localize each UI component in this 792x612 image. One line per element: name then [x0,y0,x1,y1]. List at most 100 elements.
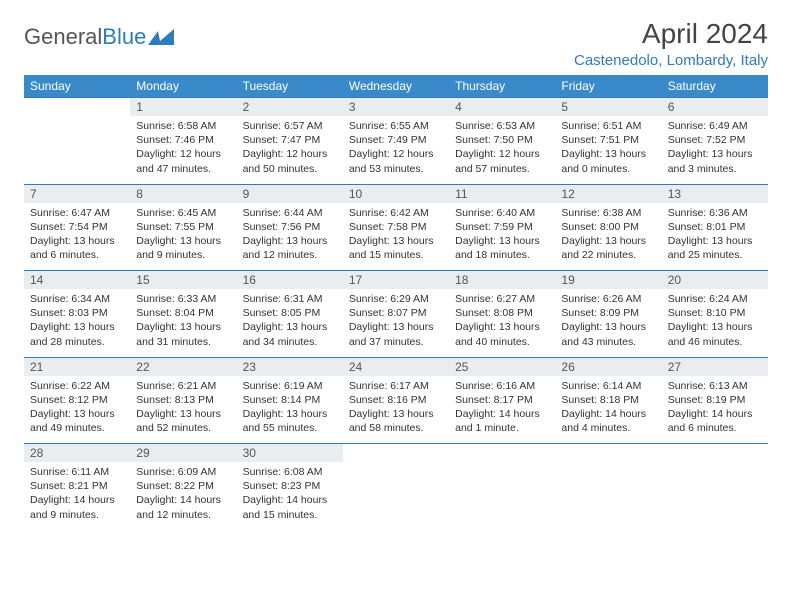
day-info-cell: Sunrise: 6:21 AMSunset: 8:13 PMDaylight:… [130,376,236,444]
day-info-cell [449,462,555,530]
sunset-line: Sunset: 8:12 PM [30,393,124,407]
day-info-cell [24,116,130,184]
day-info-cell: Sunrise: 6:44 AMSunset: 7:56 PMDaylight:… [237,203,343,271]
day-info-cell: Sunrise: 6:36 AMSunset: 8:01 PMDaylight:… [662,203,768,271]
daylight-line: Daylight: 13 hours and 18 minutes. [455,234,549,262]
calendar-table: Sunday Monday Tuesday Wednesday Thursday… [24,75,768,530]
sunrise-line: Sunrise: 6:21 AM [136,379,230,393]
sunset-line: Sunset: 8:09 PM [561,306,655,320]
sunrise-line: Sunrise: 6:31 AM [243,292,337,306]
day-info-cell: Sunrise: 6:14 AMSunset: 8:18 PMDaylight:… [555,376,661,444]
daylight-line: Daylight: 14 hours and 15 minutes. [243,493,337,521]
day-number-row: 21222324252627 [24,357,768,376]
daylight-line: Daylight: 13 hours and 31 minutes. [136,320,230,348]
day-number-cell: 17 [343,271,449,290]
sunset-line: Sunset: 7:54 PM [30,220,124,234]
sunset-line: Sunset: 8:19 PM [668,393,762,407]
sunset-line: Sunset: 8:23 PM [243,479,337,493]
day-number-cell: 1 [130,98,236,117]
day-info-cell [662,462,768,530]
day-info-row: Sunrise: 6:34 AMSunset: 8:03 PMDaylight:… [24,289,768,357]
daylight-line: Daylight: 14 hours and 9 minutes. [30,493,124,521]
day-number-cell: 7 [24,184,130,203]
sunset-line: Sunset: 7:58 PM [349,220,443,234]
sunset-line: Sunset: 8:03 PM [30,306,124,320]
sunrise-line: Sunrise: 6:42 AM [349,206,443,220]
daylight-line: Daylight: 13 hours and 12 minutes. [243,234,337,262]
header: GeneralBlue April 2024 Castenedolo, Lomb… [24,18,768,69]
day-number-cell [24,98,130,117]
sunset-line: Sunset: 8:10 PM [668,306,762,320]
day-number-cell: 20 [662,271,768,290]
daylight-line: Daylight: 13 hours and 58 minutes. [349,407,443,435]
weekday-header: Tuesday [237,75,343,98]
title-block: April 2024 Castenedolo, Lombardy, Italy [574,18,768,69]
logo-text-general: General [24,24,102,50]
day-info-cell: Sunrise: 6:45 AMSunset: 7:55 PMDaylight:… [130,203,236,271]
day-number-cell: 2 [237,98,343,117]
daylight-line: Daylight: 13 hours and 52 minutes. [136,407,230,435]
daylight-line: Daylight: 13 hours and 3 minutes. [668,147,762,175]
day-info-row: Sunrise: 6:11 AMSunset: 8:21 PMDaylight:… [24,462,768,530]
day-number-cell: 4 [449,98,555,117]
day-number-cell: 14 [24,271,130,290]
day-number-cell [555,444,661,463]
sunrise-line: Sunrise: 6:47 AM [30,206,124,220]
daylight-line: Daylight: 13 hours and 34 minutes. [243,320,337,348]
day-number-cell: 30 [237,444,343,463]
sunset-line: Sunset: 8:22 PM [136,479,230,493]
sunrise-line: Sunrise: 6:55 AM [349,119,443,133]
sunrise-line: Sunrise: 6:44 AM [243,206,337,220]
sunset-line: Sunset: 8:08 PM [455,306,549,320]
day-number-cell [449,444,555,463]
day-number-row: 123456 [24,98,768,117]
sunrise-line: Sunrise: 6:57 AM [243,119,337,133]
daylight-line: Daylight: 13 hours and 0 minutes. [561,147,655,175]
daylight-line: Daylight: 13 hours and 9 minutes. [136,234,230,262]
weekday-header-row: Sunday Monday Tuesday Wednesday Thursday… [24,75,768,98]
daylight-line: Daylight: 13 hours and 49 minutes. [30,407,124,435]
logo-text-blue: Blue [102,24,146,50]
weekday-header: Friday [555,75,661,98]
sunset-line: Sunset: 7:47 PM [243,133,337,147]
day-info-cell [555,462,661,530]
daylight-line: Daylight: 12 hours and 50 minutes. [243,147,337,175]
day-info-cell: Sunrise: 6:27 AMSunset: 8:08 PMDaylight:… [449,289,555,357]
sunset-line: Sunset: 7:59 PM [455,220,549,234]
sunrise-line: Sunrise: 6:38 AM [561,206,655,220]
day-info-cell: Sunrise: 6:58 AMSunset: 7:46 PMDaylight:… [130,116,236,184]
sunrise-line: Sunrise: 6:19 AM [243,379,337,393]
weekday-header: Thursday [449,75,555,98]
day-number-cell: 11 [449,184,555,203]
day-number-cell: 28 [24,444,130,463]
day-number-cell: 9 [237,184,343,203]
day-info-cell: Sunrise: 6:19 AMSunset: 8:14 PMDaylight:… [237,376,343,444]
day-info-cell: Sunrise: 6:40 AMSunset: 7:59 PMDaylight:… [449,203,555,271]
day-number-cell: 24 [343,357,449,376]
location-text: Castenedolo, Lombardy, Italy [574,52,768,69]
day-info-cell: Sunrise: 6:51 AMSunset: 7:51 PMDaylight:… [555,116,661,184]
sunset-line: Sunset: 8:21 PM [30,479,124,493]
day-info-cell: Sunrise: 6:16 AMSunset: 8:17 PMDaylight:… [449,376,555,444]
day-number-row: 282930 [24,444,768,463]
sunrise-line: Sunrise: 6:27 AM [455,292,549,306]
daylight-line: Daylight: 13 hours and 25 minutes. [668,234,762,262]
sunrise-line: Sunrise: 6:08 AM [243,465,337,479]
sunset-line: Sunset: 7:50 PM [455,133,549,147]
daylight-line: Daylight: 12 hours and 57 minutes. [455,147,549,175]
day-number-cell: 15 [130,271,236,290]
weekday-header: Wednesday [343,75,449,98]
daylight-line: Daylight: 12 hours and 53 minutes. [349,147,443,175]
day-number-cell: 21 [24,357,130,376]
day-number-cell: 8 [130,184,236,203]
day-info-cell: Sunrise: 6:22 AMSunset: 8:12 PMDaylight:… [24,376,130,444]
logo: GeneralBlue [24,24,174,50]
sunrise-line: Sunrise: 6:58 AM [136,119,230,133]
sunrise-line: Sunrise: 6:40 AM [455,206,549,220]
daylight-line: Daylight: 13 hours and 43 minutes. [561,320,655,348]
sunset-line: Sunset: 8:16 PM [349,393,443,407]
sunset-line: Sunset: 8:14 PM [243,393,337,407]
sunrise-line: Sunrise: 6:29 AM [349,292,443,306]
daylight-line: Daylight: 14 hours and 6 minutes. [668,407,762,435]
daylight-line: Daylight: 14 hours and 4 minutes. [561,407,655,435]
